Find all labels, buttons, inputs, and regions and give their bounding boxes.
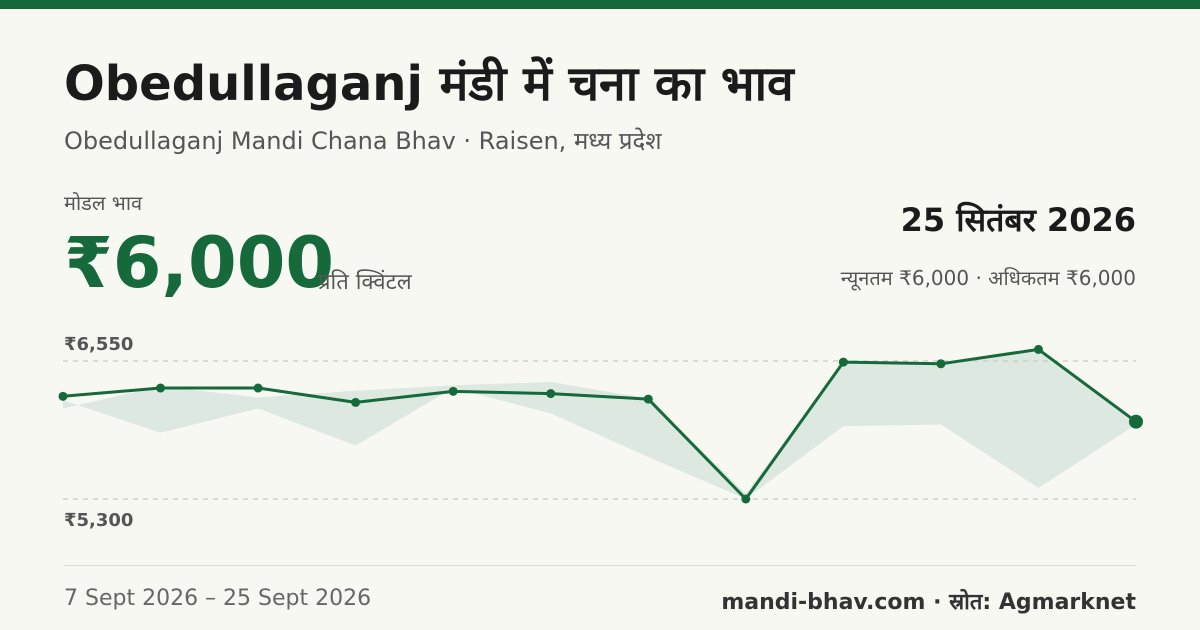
modal-price-line — [62, 347, 1137, 501]
source-credit: mandi-bhav.com · स्रोत: Agmarknet — [721, 590, 1136, 615]
data-point — [253, 383, 263, 393]
data-point — [643, 394, 653, 404]
modal-price-value: ₹6,000 — [64, 222, 335, 304]
page-title: Obedullaganj मंडी में चना का भाव — [64, 56, 794, 112]
data-point — [741, 494, 751, 504]
data-point — [546, 389, 556, 399]
data-point — [1033, 344, 1043, 354]
y-tick-label-min: ₹5,300 — [64, 510, 134, 531]
min-max-range: न्यूनतम ₹6,000 · अधिकतम ₹6,000 — [840, 266, 1136, 290]
footer-divider — [64, 565, 1136, 566]
data-point — [351, 397, 361, 407]
price-unit: प्रति क्विंटल — [318, 270, 412, 295]
page-subtitle: Obedullaganj Mandi Chana Bhav · Raisen, … — [64, 127, 662, 155]
y-tick-label-max: ₹6,550 — [64, 334, 134, 355]
data-point — [448, 386, 458, 396]
price-range-band — [63, 349, 1136, 499]
data-point — [58, 391, 68, 401]
price-date: 25 सितंबर 2026 — [900, 201, 1136, 239]
data-point — [838, 357, 848, 367]
data-point — [936, 359, 946, 369]
modal-price-label: मोडल भाव — [64, 191, 143, 215]
latest-data-point — [1129, 414, 1143, 429]
data-point — [156, 383, 166, 393]
date-range: 7 Sept 2026 – 25 Sept 2026 — [64, 586, 372, 611]
top-accent-bar — [0, 0, 1200, 9]
